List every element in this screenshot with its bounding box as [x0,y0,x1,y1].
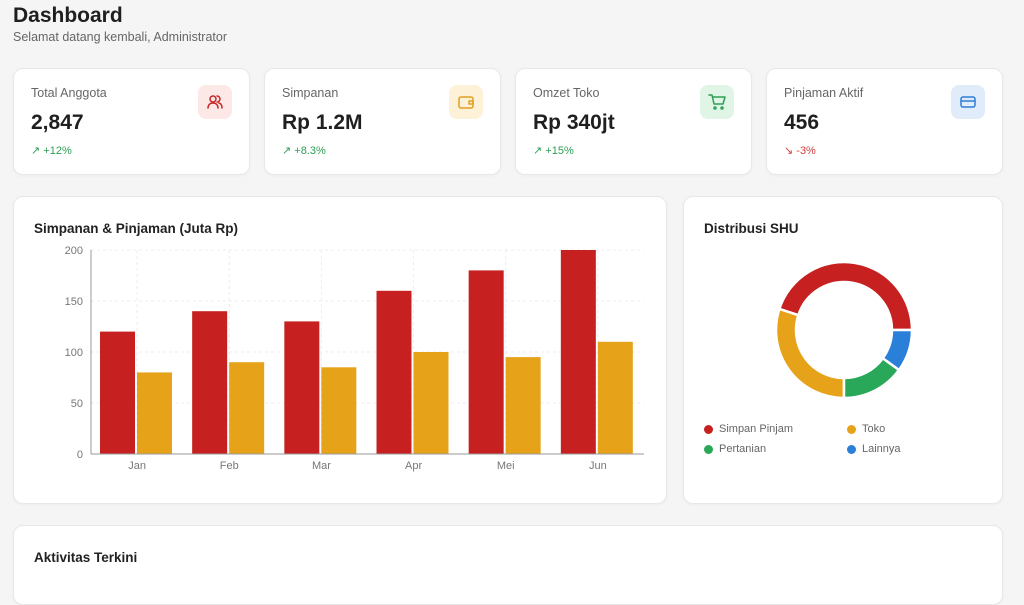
page-subtitle: Selamat datang kembali, Administrator [13,30,227,44]
wallet-icon [449,85,483,119]
stat-change: +8.3% [294,145,326,157]
bar [468,270,504,454]
legend-label: Simpan Pinjam [719,423,793,435]
stat-card: Simpanan Rp 1.2M ↗ +8.3% [264,68,501,175]
activity-title: Aktivitas Terkini [34,550,138,565]
stat-card: Omzet Toko Rp 340jt ↗ +15% [515,68,752,175]
donut-chart [774,260,914,400]
x-tick-label: Mar [312,460,331,472]
x-tick-label: Feb [220,460,239,472]
legend-item: Toko [847,423,885,435]
bar [413,352,449,454]
bar [597,341,633,454]
stat-change: +15% [545,145,574,157]
stat-label: Pinjaman Aktif [784,86,864,100]
legend-dot [847,424,856,434]
stat-label: Total Anggota [31,86,107,100]
x-tick-label: Mei [497,460,515,472]
credit-card-icon [951,85,985,119]
bar-chart-card: Simpanan & Pinjaman (Juta Rp) 0 50 100 150 2… [13,196,667,504]
stat-change: +12% [43,145,72,157]
bar [321,367,357,454]
legend-label: Pertanian [719,443,767,455]
trend-up-icon: ↗ [31,145,41,157]
legend-item: Lainnya [847,443,901,455]
y-tick-label: 150 [65,296,83,308]
bar [376,290,412,454]
stat-label: Omzet Toko [533,86,600,100]
legend-dot [704,424,713,434]
y-tick-label: 200 [65,245,83,257]
bar-chart: 0 50 100 150 200 Jan Feb Mar Apr Mei Jun [65,245,644,472]
x-tick-label: Apr [405,460,422,472]
users-icon [198,85,232,119]
legend-dot [704,444,713,454]
donut-slice [777,260,914,332]
donut-slice [881,328,914,372]
donut-chart-card: Distribusi SHU Simpan Pinjam Toko Pertania… [683,196,1003,504]
stat-label: Simpanan [282,86,339,100]
stat-value: Rp 340jt [533,111,615,134]
cart-icon [700,85,734,119]
x-tick-label: Jan [128,460,146,472]
stat-card: Total Anggota 2,847 ↗ +12% [13,68,250,175]
bar [505,357,541,454]
legend-dot [847,444,856,454]
legend-label: Lainnya [862,443,901,455]
trend-up-icon: ↗ [282,145,292,157]
trend-down-icon: ↘ [784,145,794,157]
y-tick-label: 0 [77,449,83,461]
y-tick-label: 100 [65,347,83,359]
trend-up-icon: ↗ [533,145,543,157]
bar [229,362,265,454]
bar [560,250,596,454]
bar [137,372,172,454]
stat-change: -3% [796,145,816,157]
legend-label: Toko [862,423,886,435]
bar [192,311,228,454]
donut-slice [774,307,846,400]
activity-card: Aktivitas Terkini [13,525,1003,605]
stat-card: Pinjaman Aktif 456 ↘ -3% [766,68,1003,175]
legend-item: Pertanian [704,443,766,455]
stat-value: 2,847 [31,111,84,134]
legend-item: Simpan Pinjam [704,423,793,435]
donut-chart-title: Distribusi SHU [704,221,799,236]
bar [284,321,320,454]
y-tick-label: 50 [71,398,83,410]
page-title: Dashboard [13,4,123,27]
x-tick-label: Jun [589,460,607,472]
bar [100,331,135,454]
bar-chart-title: Simpanan & Pinjaman (Juta Rp) [34,221,239,236]
stat-value: 456 [784,111,820,134]
stat-value: Rp 1.2M [282,111,363,134]
